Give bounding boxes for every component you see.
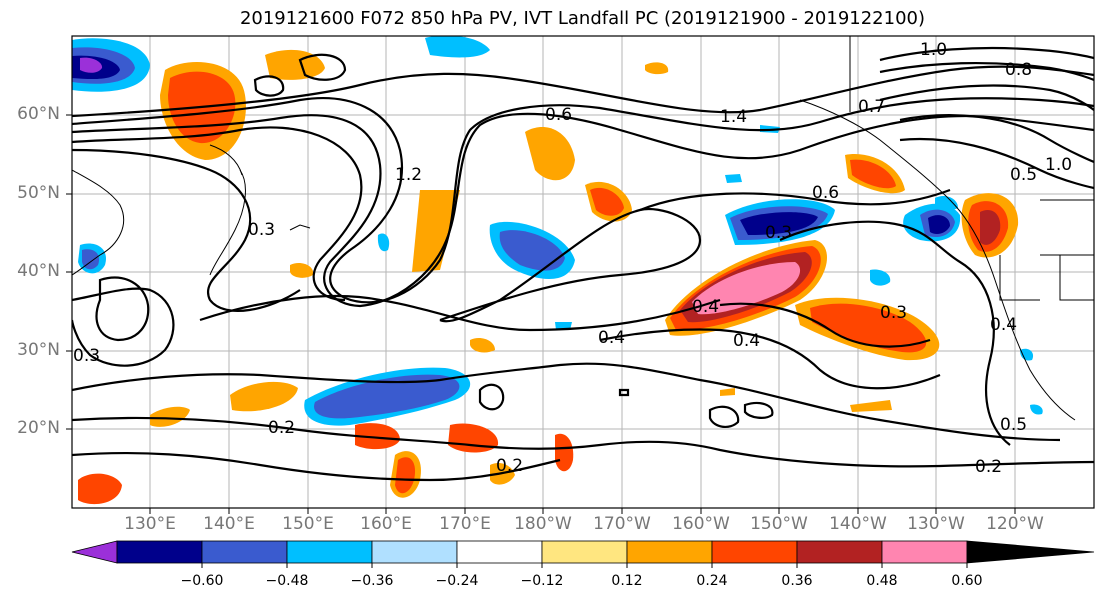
lat-label: 40°N: [17, 261, 60, 281]
colorbar-extend-max: [966, 540, 1095, 564]
lon-label: 160°E: [360, 514, 412, 534]
contour-label: 0.2: [268, 418, 295, 438]
colorbar-swatch: [371, 540, 458, 564]
contour-label: 1.0: [920, 40, 947, 60]
lon-label: 130°W: [907, 514, 965, 534]
contour-label: 1.0: [1045, 155, 1072, 175]
contour-label: 0.3: [880, 303, 907, 323]
colorbar-swatch: [116, 540, 203, 564]
contour-label: 0.8: [1005, 60, 1032, 80]
colorbar-tick-label: −0.48: [265, 573, 309, 589]
contour-label: 0.4: [733, 331, 760, 351]
colorbar-swatch: [711, 540, 798, 564]
colorbar: [71, 540, 1095, 564]
lon-label: 170°E: [439, 514, 491, 534]
contour-labels: 1.2 1.4 1.0 1.0 0.8 0.6 0.6 0.4 0.4 0.4 …: [73, 40, 1072, 477]
colorbar-swatch: [456, 540, 543, 564]
contour-label: 0.7: [858, 97, 885, 117]
colorbar-tick-label: 0.12: [611, 573, 643, 589]
contour-label: 0.3: [248, 220, 275, 240]
coastlines: [72, 36, 1094, 421]
colorbar-tick-label: 0.24: [696, 573, 728, 589]
contour-label: 1.4: [720, 107, 747, 127]
colorbar-swatch: [541, 540, 628, 564]
colorbar-extend-min: [71, 540, 118, 564]
colorbar-ticks: [201, 563, 968, 568]
lon-label: 160°W: [672, 514, 730, 534]
colorbar-tick-label: −0.36: [350, 573, 394, 589]
lat-label: 60°N: [17, 104, 60, 124]
contour-label: 1.2: [395, 165, 422, 185]
contour-label: 0.2: [975, 457, 1002, 477]
tick-marks: [66, 114, 1016, 514]
lon-label: 120°W: [986, 514, 1044, 534]
colorbar-tick-label: 0.48: [866, 573, 898, 589]
lat-label: 20°N: [17, 418, 60, 438]
contour-label: 0.4: [598, 328, 625, 348]
pv-contours: [72, 46, 1094, 482]
lon-label: 180°W: [514, 514, 572, 534]
colorbar-swatch: [286, 540, 373, 564]
lon-label: 150°W: [750, 514, 808, 534]
colorbar-swatch: [881, 540, 968, 564]
colorbar-swatch: [796, 540, 883, 564]
contour-label: 0.4: [990, 315, 1017, 335]
contour-label: 0.3: [73, 346, 100, 366]
colorbar-tick-label: 0.60: [951, 573, 983, 589]
colorbar-tick-label: −0.12: [520, 573, 564, 589]
contour-label: 0.5: [1010, 165, 1037, 185]
contour-label: 0.5: [1000, 415, 1027, 435]
lat-label: 50°N: [17, 183, 60, 203]
contour-label: 0.2: [496, 456, 523, 476]
colorbar-tick-label: −0.60: [180, 573, 224, 589]
map-title: 2019121600 F072 850 hPa PV, IVT Landfall…: [239, 8, 926, 29]
lon-label: 140°E: [203, 514, 255, 534]
colorbar-swatch: [626, 540, 713, 564]
lat-label: 30°N: [17, 340, 60, 360]
colorbar-tick-label: −0.24: [435, 573, 479, 589]
contour-label: 0.6: [812, 183, 839, 203]
colorbar-swatch: [201, 540, 288, 564]
lon-label: 130°E: [124, 514, 176, 534]
contour-label: 0.6: [545, 105, 572, 125]
contour-label: 0.3: [765, 223, 792, 243]
lon-label: 150°E: [282, 514, 334, 534]
lon-label: 170°W: [593, 514, 651, 534]
contour-label: 0.4: [692, 297, 719, 317]
colorbar-tick-label: 0.36: [781, 573, 813, 589]
lon-label: 140°W: [829, 514, 887, 534]
